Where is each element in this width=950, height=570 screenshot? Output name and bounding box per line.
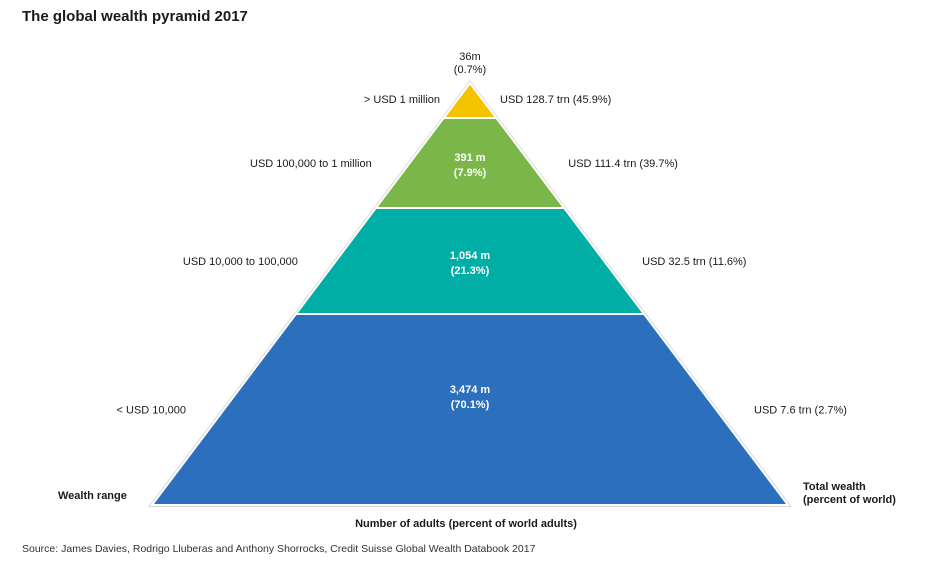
adults-axis-label: Number of adults (percent of world adult…	[355, 518, 577, 530]
wealth-range-label: USD 10,000 to 100,000	[183, 256, 298, 268]
pyramid-tier	[441, 81, 499, 119]
adults-percent-label: (0.7%)	[454, 64, 486, 76]
source-note: Source: James Davies, Rodrigo Lluberas a…	[22, 543, 536, 555]
pyramid-tiers	[148, 80, 792, 507]
total-wealth-label: USD 32.5 trn (11.6%)	[642, 256, 746, 268]
pyramid-chart: > USD 1 million USD 128.7 trn (45.9%)36m(…	[58, 51, 896, 530]
adults-count-label: 3,474 m	[450, 384, 491, 396]
wealth-range-label: > USD 1 million	[364, 94, 440, 106]
adults-count-label: 36m	[459, 51, 480, 63]
adults-percent-label: (21.3%)	[451, 265, 490, 277]
adults-percent-label: (70.1%)	[451, 399, 490, 411]
adults-count-label: 391 m	[454, 152, 485, 164]
pyramid-labels: > USD 1 million USD 128.7 trn (45.9%)36m(…	[117, 51, 847, 417]
wealth-range-axis-label: Wealth range	[58, 490, 127, 502]
wealth-range-label: < USD 10,000	[117, 405, 186, 417]
total-wealth-axis-label: Total wealth	[803, 481, 866, 493]
pyramid-tier	[149, 313, 791, 506]
total-wealth-label: USD 111.4 trn (39.7%)	[568, 158, 678, 170]
adults-count-label: 1,054 m	[450, 250, 491, 262]
adults-percent-label: (7.9%)	[454, 167, 487, 179]
total-wealth-label: USD 128.7 trn (45.9%)	[500, 94, 611, 106]
total-wealth-label: USD 7.6 trn (2.7%)	[754, 405, 847, 417]
wealth-range-label: USD 100,000 to 1 million	[250, 158, 372, 170]
total-wealth-axis-sublabel: (percent of world)	[803, 494, 896, 506]
chart-title: The global wealth pyramid 2017	[22, 8, 248, 25]
